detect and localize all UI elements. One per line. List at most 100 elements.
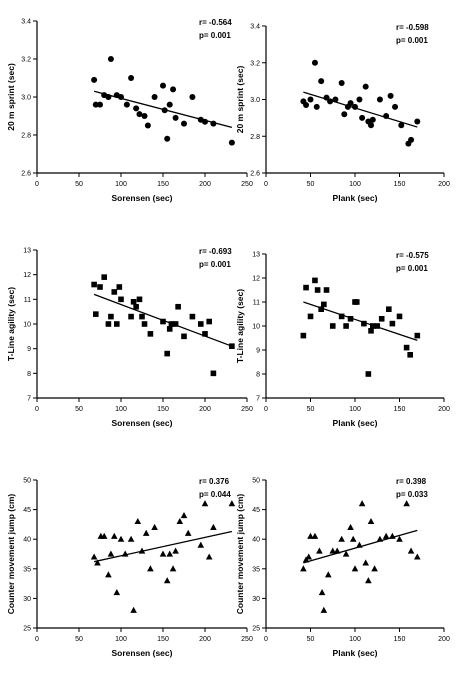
data-point [164,350,170,357]
data-point [398,122,405,129]
data-point [321,301,327,308]
y-axis-label: T-Line agility (sec) [6,287,16,361]
data-point [392,103,399,110]
data-point [300,332,307,339]
data-point [403,500,410,507]
data-point [91,76,98,83]
y-tick-label: 10 [252,324,260,331]
y-tick-label: 12 [252,276,260,283]
x-tick-label: 0 [264,406,268,413]
y-tick-label: 9 [256,348,260,355]
y-tick-label: 45 [252,507,260,514]
data-point [403,344,410,351]
data-point [229,343,235,349]
x-tick-label: 100 [349,406,361,413]
x-tick-label: 0 [35,406,39,413]
data-point [369,116,376,123]
chart-panel-2: 0 50 100 150 200 2.6 2.8 3.0 3.2 3.4 Plank (sec) 20… [235,23,450,203]
x-tick-label: 200 [199,181,211,188]
chart-panel-4: 0 50 100 150 200 7 8 9 10 11 12 13 Plank (sec) T-Line… [235,251,450,428]
data-point [365,371,372,377]
y-axis-label: 20 m sprint (sec) [235,66,245,134]
x-tick-label: 250 [241,406,253,413]
data-point [396,535,403,542]
x-tick-label: 150 [157,181,169,188]
data-point [365,577,372,584]
y-axis-label: 20 m sprint (sec) [6,63,16,131]
data-point [166,550,174,557]
correlation-r-annotation: r= -0.598 [396,23,429,32]
data-point [347,523,354,530]
data-point [205,553,213,560]
data-point [101,274,107,280]
data-point [314,287,321,293]
data-point [307,313,314,320]
y-tick-label: 2.6 [250,171,260,178]
y-axis-label: Counter movement jump (cm) [6,494,16,615]
y-tick-label: 10 [23,322,31,329]
data-point [189,94,196,100]
data-point [197,541,205,548]
data-point [368,328,374,334]
data-point [105,94,112,100]
y-tick-label: 2.8 [21,133,31,140]
x-tick-label: 0 [264,181,268,188]
data-point [414,332,421,339]
y-tick-label: 50 [252,478,260,485]
data-point [113,588,121,596]
data-point [172,547,179,554]
data-point [362,559,369,566]
data-point [327,98,334,105]
data-point [318,588,326,596]
chart-panel-3: 0 50 100 150 200 250 7 8 9 10 11 12 13 Sorensen (sec)… [6,247,253,428]
data-point [228,139,235,146]
data-point [320,606,328,613]
data-point [127,535,135,542]
data-point [168,321,175,327]
x-tick-label: 250 [241,636,253,643]
data-point [114,321,120,327]
data-point [118,296,124,303]
data-point [107,56,114,62]
data-point [300,565,307,572]
data-point [147,565,154,572]
x-tick-label: 100 [115,636,127,643]
chart-panel-5: 0 50 100 150 200 250 25 30 35 40 45 50 Sorensen (sec… [6,477,253,658]
y-tick-label: 11 [24,297,31,304]
data-point [408,136,415,143]
data-point [172,321,179,327]
data-point [343,323,349,329]
data-point [305,553,313,560]
data-point [90,553,98,560]
data-point [94,559,101,566]
y-tick-label: 12 [23,272,31,279]
data-point [108,313,114,320]
data-point [144,122,151,129]
data-point [307,96,314,103]
x-tick-label: 100 [349,636,361,643]
data-point [386,306,392,312]
data-point [201,500,209,507]
x-tick-label: 150 [394,406,406,413]
data-point [407,352,413,358]
y-tick-label: 8 [27,371,31,378]
data-point [139,313,145,320]
data-point [210,523,217,530]
data-point [151,523,158,530]
y-tick-label: 25 [252,626,260,633]
data-point [202,331,208,337]
y-tick-label: 40 [252,537,260,544]
x-tick-label: 200 [199,636,211,643]
data-point [97,101,103,108]
x-tick-label: 200 [438,181,450,188]
y-tick-label: 2.6 [21,171,31,178]
data-point [169,565,177,572]
data-point [387,92,394,99]
x-tick-label: 150 [394,181,406,188]
data-point [128,313,134,320]
regression-line [303,91,418,128]
data-point [312,277,318,284]
data-point [116,284,123,290]
data-point [333,547,341,554]
data-point [147,331,154,337]
